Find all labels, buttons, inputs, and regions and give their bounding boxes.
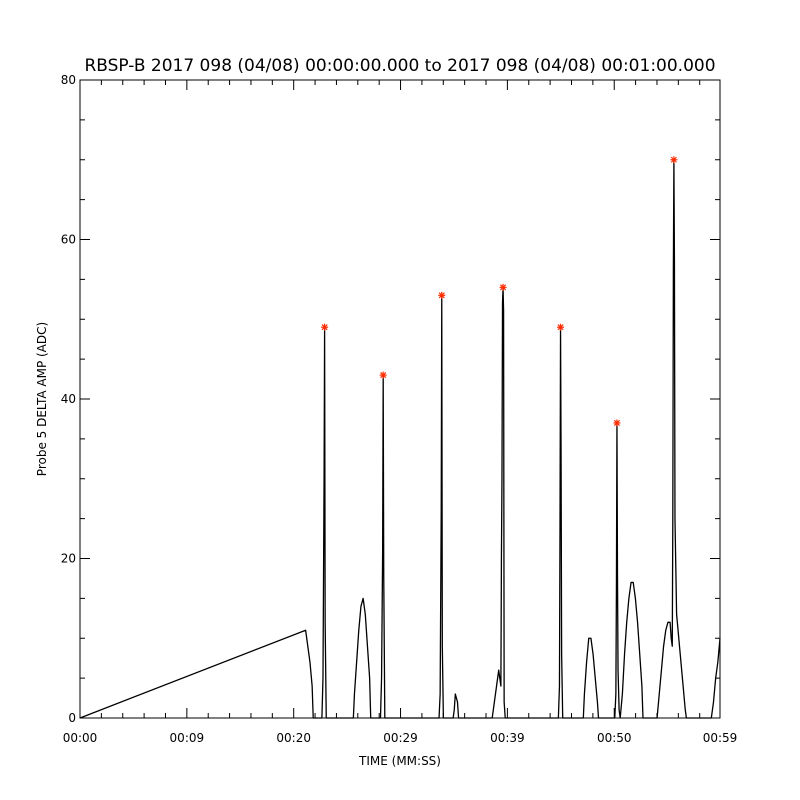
x-tick-label: 00:20 xyxy=(276,731,311,745)
x-tick-label: 00:00 xyxy=(63,731,98,745)
plot-area: 00:00 00:09 00:20 00:29 00:39 00:50 00:59 0 20 40… xyxy=(61,73,738,745)
y-tick-label: 0 xyxy=(68,711,76,725)
peak-marker xyxy=(379,371,387,379)
peak-marker xyxy=(499,283,507,291)
peak-marker xyxy=(670,156,678,164)
y-tick-label: 20 xyxy=(61,552,76,566)
x-tick-label: 00:59 xyxy=(703,731,738,745)
y-tick-label: 60 xyxy=(61,233,76,247)
peak-marker-stroke xyxy=(557,324,564,331)
peak-marker-stroke xyxy=(321,324,328,331)
peak-marker-stroke xyxy=(438,292,445,299)
y-tick-label: 40 xyxy=(61,392,76,406)
peak-marker-stroke xyxy=(670,156,677,163)
peak-marker xyxy=(438,291,446,299)
amplitude-trace-line xyxy=(79,159,721,719)
x-tick-label: 00:39 xyxy=(490,731,525,745)
peak-marker xyxy=(321,323,329,331)
peak-marker-stroke xyxy=(380,372,387,379)
y-axis-label: Probe 5 DELTA AMP (ADC) xyxy=(35,322,49,476)
x-tick-label: 00:29 xyxy=(383,731,418,745)
peak-marker-stroke xyxy=(613,419,620,426)
chart-title: RBSP-B 2017 098 (04/08) 00:00:00.000 to … xyxy=(84,56,715,76)
x-tick-label: 00:09 xyxy=(170,731,205,745)
x-axis-label: TIME (MM:SS) xyxy=(358,754,441,768)
peak-marker xyxy=(557,323,565,331)
x-tick-label: 00:50 xyxy=(597,731,632,745)
peak-marker xyxy=(613,419,621,427)
y-tick-label: 80 xyxy=(61,73,76,87)
peak-marker-stroke xyxy=(500,284,507,291)
